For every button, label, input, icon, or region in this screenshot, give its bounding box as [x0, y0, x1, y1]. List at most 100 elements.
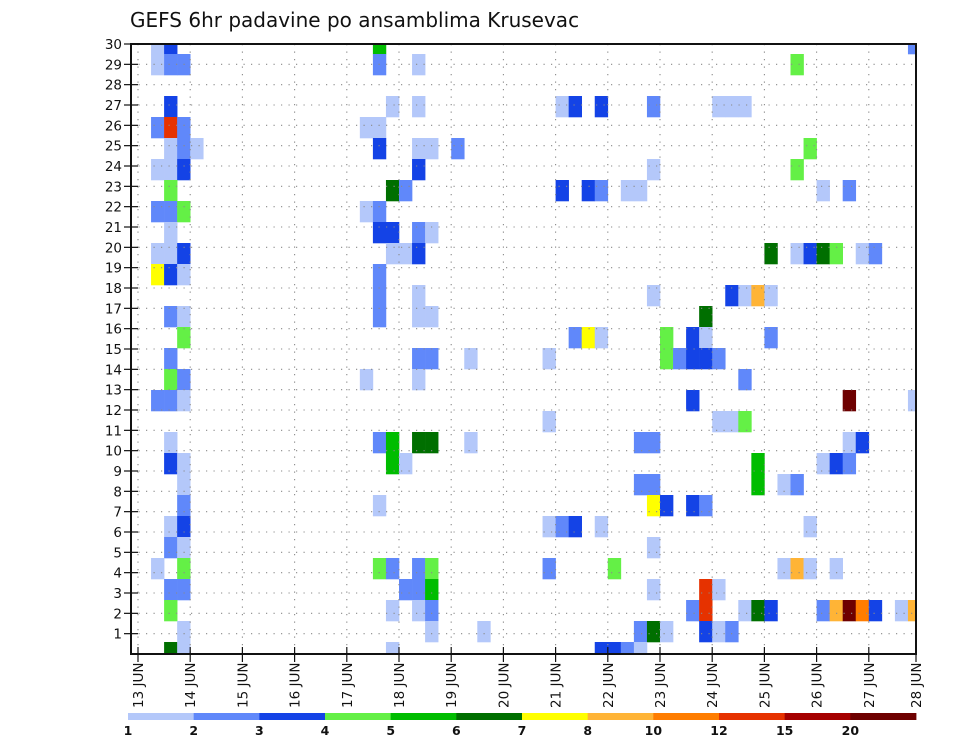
heatmap-cell	[151, 264, 165, 286]
heatmap-cell	[177, 453, 191, 475]
heatmap-cell	[359, 117, 374, 139]
y-tick-label: 19	[105, 261, 122, 277]
heatmap-cell	[151, 117, 165, 139]
x-tick-label: 17 JUN	[340, 663, 356, 708]
colorbar-label: 12	[710, 723, 727, 738]
colorbar-segment	[653, 713, 720, 720]
y-tick-label: 9	[113, 464, 122, 480]
y-tick-label: 3	[113, 586, 122, 602]
heatmap-cell	[738, 369, 752, 391]
heatmap-cell	[425, 348, 439, 370]
heatmap-cell	[907, 44, 916, 55]
heatmap-cell	[855, 432, 870, 454]
heatmap-cell	[907, 390, 916, 412]
heatmap-cell	[816, 243, 830, 265]
y-tick-label: 30	[105, 37, 122, 53]
heatmap-cell	[372, 117, 387, 139]
heatmap-cell	[594, 642, 609, 654]
heatmap-cell	[542, 558, 556, 580]
heatmap-cell	[164, 222, 178, 244]
heatmap-cell	[164, 117, 178, 139]
y-tick-label: 16	[105, 322, 122, 338]
heatmap-cell	[855, 600, 870, 622]
y-tick-label: 10	[105, 444, 122, 460]
heatmap-cell	[164, 579, 178, 601]
x-tick-label: 24 JUN	[705, 663, 721, 708]
heatmap-cell	[151, 159, 165, 181]
heatmap-cell	[425, 138, 439, 160]
heatmap-cell	[868, 243, 883, 265]
heatmap-cell	[555, 516, 569, 538]
heatmap-cell	[177, 159, 191, 181]
y-tick-label: 8	[113, 484, 122, 500]
heatmap-cell	[412, 600, 426, 622]
heatmap-cell	[385, 180, 400, 202]
heatmap-cell	[385, 222, 400, 244]
heatmap-cell	[646, 159, 661, 181]
y-tick-label: 22	[105, 200, 122, 216]
y-tick-label: 27	[105, 98, 122, 114]
heatmap-cell	[385, 600, 400, 622]
heatmap-cell	[164, 159, 178, 181]
heatmap-cell	[803, 138, 817, 160]
heatmap-cell	[412, 54, 426, 76]
heatmap-cell	[790, 159, 804, 181]
heatmap-cell	[372, 222, 387, 244]
heatmap-cell	[686, 600, 700, 622]
heatmap-cell	[177, 138, 191, 160]
heatmap-cell	[385, 243, 400, 265]
chart-title: GEFS 6hr padavine po ansamblima Krusevac	[130, 8, 579, 32]
heatmap-cell	[777, 558, 791, 580]
heatmap-cell	[660, 495, 674, 517]
heatmap-cell	[646, 432, 661, 454]
heatmap-cell	[164, 243, 178, 265]
x-tick-label: 26 JUN	[810, 663, 826, 708]
heatmap-cell	[738, 96, 752, 118]
colorbar-segment	[259, 713, 326, 720]
heatmap-cell	[412, 96, 426, 118]
heatmap-cell	[699, 600, 713, 622]
y-tick-label: 2	[113, 606, 122, 622]
heatmap-cell	[164, 306, 178, 328]
heatmap-cell	[164, 642, 178, 654]
colorbar-segment	[587, 713, 654, 720]
heatmap-cell	[568, 96, 582, 118]
heatmap-cell	[372, 264, 387, 286]
heatmap-cell	[412, 243, 426, 265]
heatmap-cell	[372, 138, 387, 160]
heatmap-cell	[425, 558, 439, 580]
y-tick-label: 29	[105, 57, 122, 73]
colorbar-segment	[193, 713, 260, 720]
heatmap-cell	[164, 516, 178, 538]
heatmap-cell	[164, 54, 178, 76]
heatmap-cell	[151, 44, 165, 55]
y-tick-label: 28	[105, 78, 122, 94]
heatmap-cell	[620, 180, 635, 202]
heatmap-cell	[177, 306, 191, 328]
x-tick-label: 13 JUN	[131, 663, 147, 708]
heatmap-cell	[425, 306, 439, 328]
heatmap-cell	[425, 222, 439, 244]
heatmap-cell	[829, 453, 843, 475]
heatmap-cell	[385, 558, 400, 580]
heatmap-cell	[829, 558, 843, 580]
heatmap-cell	[842, 453, 857, 475]
heatmap-cell	[477, 621, 491, 643]
heatmap-cell	[372, 432, 387, 454]
heatmap-cell	[803, 243, 817, 265]
heatmap-cell	[412, 138, 426, 160]
x-tick-label: 28 JUN	[909, 663, 925, 708]
heatmap-cell	[542, 348, 556, 370]
heatmap-cell	[764, 327, 778, 349]
heatmap-cell	[177, 117, 191, 139]
x-tick-label: 20 JUN	[496, 663, 512, 708]
heatmap-cell	[151, 201, 165, 223]
heatmap-cell	[751, 453, 765, 475]
heatmap-cell	[607, 642, 622, 654]
heatmap-cell	[738, 411, 752, 433]
heatmap-cell	[151, 54, 165, 76]
y-tick-label: 13	[105, 383, 122, 399]
heatmap-cell	[790, 474, 804, 496]
heatmap-cell	[894, 600, 909, 622]
heatmap-cell	[177, 516, 191, 538]
